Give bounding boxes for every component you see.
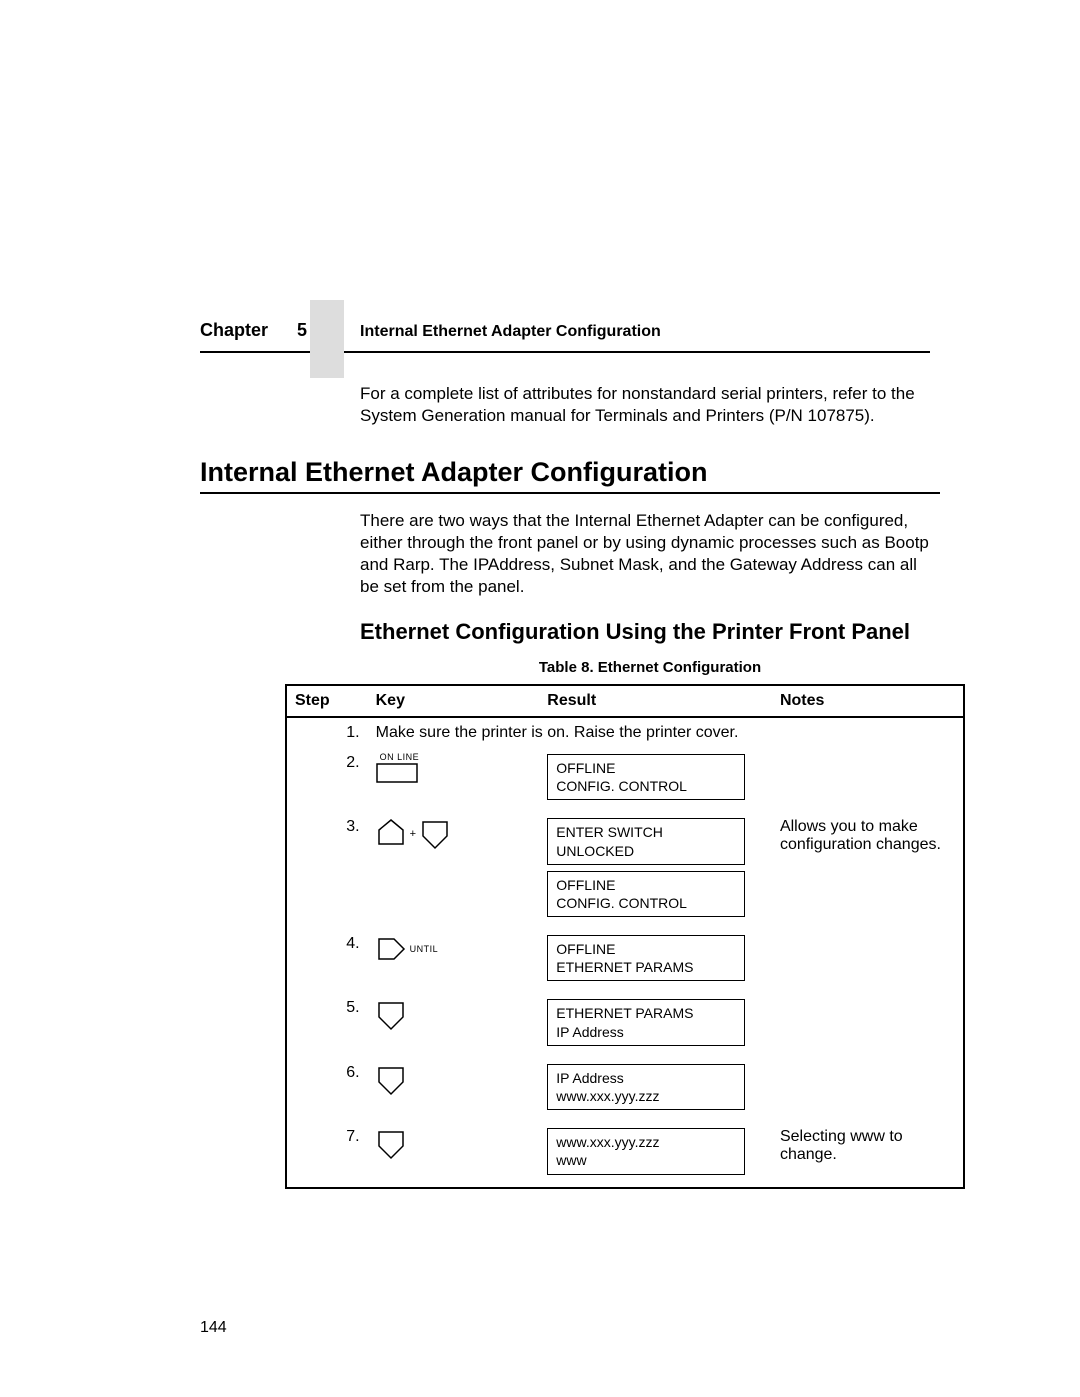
page-number: 144: [200, 1319, 227, 1337]
step-number: 3.: [286, 812, 368, 929]
step-number: 5.: [286, 993, 368, 1057]
result-box: OFFLINE ETHERNET PARAMS: [547, 935, 745, 981]
up-arrow-key-icon: [376, 818, 406, 850]
notes-cell: [772, 1058, 964, 1122]
down-arrow-key-icon: [376, 1064, 406, 1096]
result-line1: OFFLINE: [556, 940, 736, 958]
step-number: 1.: [286, 717, 368, 748]
column-header-result: Result: [539, 685, 772, 717]
result-line1: ENTER SWITCH: [556, 823, 736, 841]
decorative-gray-band: [310, 300, 344, 378]
section-heading: Internal Ethernet Adapter Configuration: [200, 457, 980, 488]
intro-paragraph: For a complete list of attributes for no…: [360, 383, 940, 427]
table-caption: Table 8. Ethernet Configuration: [360, 659, 940, 676]
table-row: 1. Make sure the printer is on. Raise th…: [286, 717, 964, 748]
result-box: OFFLINE CONFIG. CONTROL: [547, 871, 745, 917]
subsection-heading: Ethernet Configuration Using the Printer…: [360, 619, 920, 645]
notes-cell: [772, 929, 964, 993]
result-line2: ETHERNET PARAMS: [556, 958, 736, 976]
result-line1: ETHERNET PARAMS: [556, 1004, 736, 1022]
table-row: 5. ETHERNET PARAMS IP Address: [286, 993, 964, 1057]
notes-cell: Allows you to make configuration changes…: [772, 812, 964, 929]
result-box: IP Address www.xxx.yyy.zzz: [547, 1064, 745, 1110]
result-line2: CONFIG. CONTROL: [556, 777, 736, 795]
notes-cell: Selecting www to change.: [772, 1122, 964, 1187]
result-line1: IP Address: [556, 1069, 736, 1087]
down-arrow-key-icon: [376, 999, 406, 1031]
key-cell: [368, 1122, 540, 1187]
table-row: 2. ON LINE OFFLINE CONFIG. CONTROL: [286, 748, 964, 812]
ethernet-config-table: Step Key Result Notes 1. Make sure the p…: [285, 684, 965, 1189]
result-line2: www: [556, 1151, 736, 1169]
chapter-title: Internal Ethernet Adapter Configuration: [360, 323, 661, 341]
section-paragraph: There are two ways that the Internal Eth…: [360, 510, 940, 598]
result-line2: CONFIG. CONTROL: [556, 894, 736, 912]
key-cell: ON LINE: [368, 748, 540, 812]
down-arrow-key-icon: [420, 818, 450, 850]
step-instruction: Make sure the printer is on. Raise the p…: [368, 717, 964, 748]
result-line2: www.xxx.yyy.zzz: [556, 1087, 736, 1105]
result-cell: ETHERNET PARAMS IP Address: [539, 993, 772, 1057]
section-divider: [200, 492, 940, 494]
result-cell: IP Address www.xxx.yyy.zzz: [539, 1058, 772, 1122]
result-box: ENTER SWITCH UNLOCKED: [547, 818, 745, 864]
notes-cell: [772, 748, 964, 812]
table-header-row: Step Key Result Notes: [286, 685, 964, 717]
key-cell: [368, 993, 540, 1057]
step-number: 6.: [286, 1058, 368, 1122]
result-line2: IP Address: [556, 1023, 736, 1041]
key-cell: [368, 1058, 540, 1122]
column-header-step: Step: [286, 685, 368, 717]
result-box: www.xxx.yyy.zzz www: [547, 1128, 745, 1174]
step-number: 7.: [286, 1122, 368, 1187]
key-cell: UNTIL: [368, 929, 540, 993]
result-box: OFFLINE CONFIG. CONTROL: [547, 754, 745, 800]
result-cell: OFFLINE ETHERNET PARAMS: [539, 929, 772, 993]
right-arrow-key-icon: [376, 935, 406, 963]
result-box: ETHERNET PARAMS IP Address: [547, 999, 745, 1045]
result-line1: OFFLINE: [556, 876, 736, 894]
table-row: 3. + ENTER SWITCH UNLO: [286, 812, 964, 929]
table-row: 6. IP Address www.xxx.yyy.zzz: [286, 1058, 964, 1122]
notes-cell: [772, 993, 964, 1057]
step-number: 4.: [286, 929, 368, 993]
result-cell: ENTER SWITCH UNLOCKED OFFLINE CONFIG. CO…: [539, 812, 772, 929]
result-line1: www.xxx.yyy.zzz: [556, 1133, 736, 1151]
result-line2: UNLOCKED: [556, 842, 736, 860]
document-page: Chapter 5 Internal Ethernet Adapter Conf…: [0, 0, 1080, 1397]
table-row: 7. www.xxx.yyy.zzz www Selecting www to …: [286, 1122, 964, 1187]
result-cell: OFFLINE CONFIG. CONTROL: [539, 748, 772, 812]
column-header-notes: Notes: [772, 685, 964, 717]
column-header-key: Key: [368, 685, 540, 717]
step-number: 2.: [286, 748, 368, 812]
result-line1: OFFLINE: [556, 759, 736, 777]
plus-label: +: [410, 828, 416, 840]
key-label: ON LINE: [380, 752, 420, 762]
chapter-label: Chapter: [200, 320, 268, 341]
result-cell: www.xxx.yyy.zzz www: [539, 1122, 772, 1187]
down-arrow-key-icon: [376, 1128, 406, 1160]
table-row: 4. UNTIL OFFLINE ETHERNET PARAMS: [286, 929, 964, 993]
key-label: UNTIL: [410, 944, 439, 954]
key-cell: +: [368, 812, 540, 929]
